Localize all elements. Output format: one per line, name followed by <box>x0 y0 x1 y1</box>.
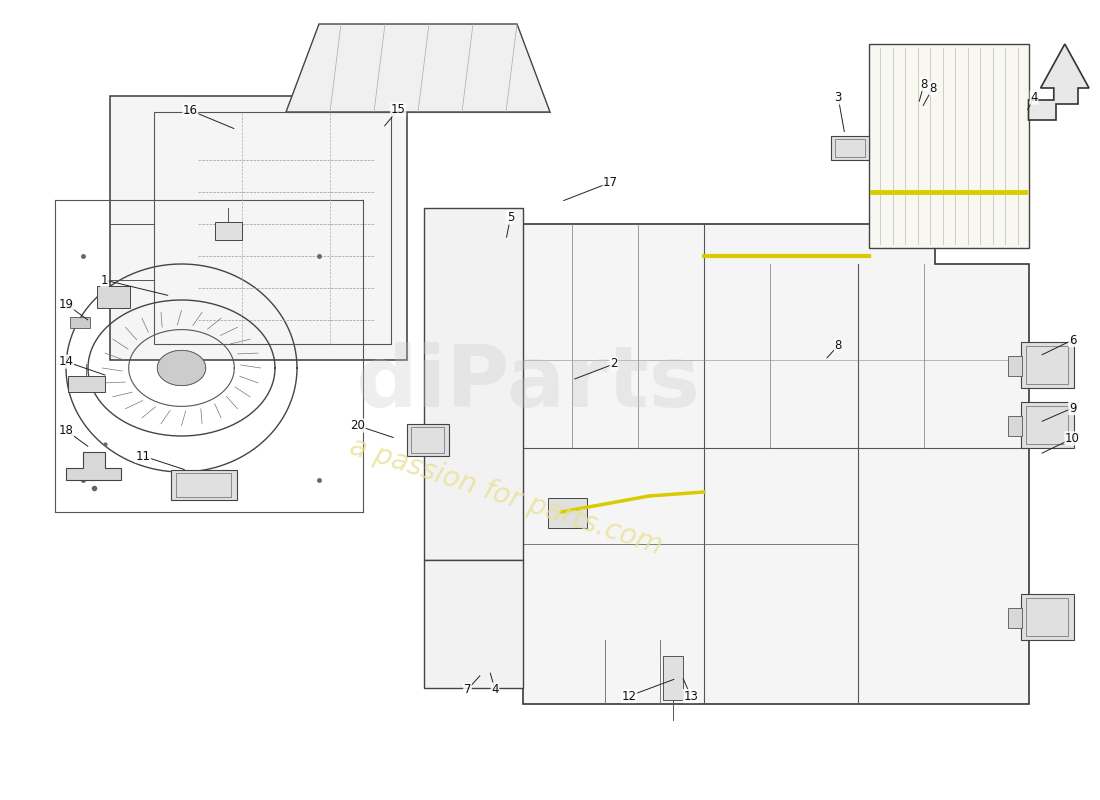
FancyBboxPatch shape <box>548 498 587 528</box>
Text: 20: 20 <box>350 419 365 432</box>
Text: 7: 7 <box>464 683 471 696</box>
FancyBboxPatch shape <box>407 424 449 456</box>
Polygon shape <box>1028 44 1089 120</box>
Text: 11: 11 <box>135 450 151 462</box>
Polygon shape <box>286 24 550 112</box>
Text: 2: 2 <box>610 358 617 370</box>
FancyBboxPatch shape <box>1021 402 1074 448</box>
Text: 17: 17 <box>603 176 618 189</box>
Text: 6: 6 <box>1069 334 1076 346</box>
Circle shape <box>157 350 206 386</box>
FancyBboxPatch shape <box>170 470 236 500</box>
Polygon shape <box>424 560 522 688</box>
FancyBboxPatch shape <box>97 286 130 308</box>
Text: 12: 12 <box>621 690 637 702</box>
Text: 18: 18 <box>58 424 74 437</box>
Polygon shape <box>424 208 522 560</box>
Text: 19: 19 <box>58 298 74 310</box>
FancyBboxPatch shape <box>1008 356 1022 376</box>
Text: 3: 3 <box>835 91 842 104</box>
Polygon shape <box>68 376 104 392</box>
FancyBboxPatch shape <box>663 656 683 700</box>
Polygon shape <box>110 96 407 360</box>
Text: 8: 8 <box>835 339 842 352</box>
FancyBboxPatch shape <box>214 222 242 240</box>
Text: 9: 9 <box>1069 402 1076 414</box>
Polygon shape <box>522 224 1028 704</box>
Text: 8: 8 <box>930 82 936 94</box>
Text: 16: 16 <box>183 104 198 117</box>
Polygon shape <box>869 44 1028 248</box>
Text: 15: 15 <box>390 103 406 116</box>
Text: 4: 4 <box>492 683 498 696</box>
FancyBboxPatch shape <box>1021 342 1074 388</box>
FancyBboxPatch shape <box>1008 416 1022 436</box>
Text: 1: 1 <box>101 274 108 286</box>
Text: 13: 13 <box>683 690 698 702</box>
FancyBboxPatch shape <box>70 317 90 328</box>
FancyBboxPatch shape <box>830 136 869 160</box>
FancyBboxPatch shape <box>1021 594 1074 640</box>
Polygon shape <box>66 452 121 480</box>
Text: 5: 5 <box>507 211 514 224</box>
Text: diParts: diParts <box>355 342 701 426</box>
Text: 4: 4 <box>1031 91 1037 104</box>
Text: a passion for parts.com: a passion for parts.com <box>346 432 666 560</box>
FancyBboxPatch shape <box>1008 608 1022 628</box>
Text: 10: 10 <box>1065 432 1080 445</box>
Text: 8: 8 <box>921 78 927 90</box>
Text: 14: 14 <box>58 355 74 368</box>
